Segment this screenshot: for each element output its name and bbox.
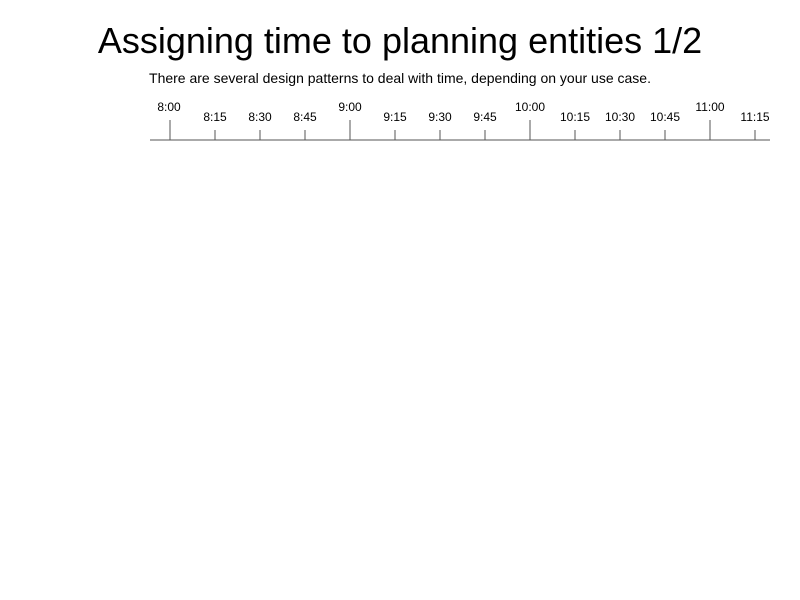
time-axis-tick-label: 8:15 (203, 110, 227, 124)
time-axis-tick-label: 10:30 (605, 110, 635, 124)
time-axis-ticks: 8:00 8:15 8:30 8:45 9:00 9:15 9:30 9:45 10:00 10:… (157, 100, 770, 140)
time-axis-tick-label: 10:15 (560, 110, 590, 124)
slide-subtitle: There are several design patterns to dea… (149, 70, 651, 86)
time-axis-tick-label: 8:30 (248, 110, 272, 124)
slide-title: Assigning time to planning entities 1/2 (97, 20, 703, 61)
time-axis-tick-label: 8:00 (157, 100, 181, 114)
time-axis-tick-label: 11:15 (740, 110, 769, 124)
time-axis-tick-label: 9:30 (428, 110, 452, 124)
time-axis-tick-label: 9:45 (473, 110, 497, 124)
time-axis-tick-label: 8:45 (293, 110, 317, 124)
time-axis-tick-label: 9:15 (383, 110, 407, 124)
time-axis-tick-label: 10:00 (515, 100, 545, 114)
time-axis-tick-label: 11:00 (695, 100, 724, 114)
time-axis-tick-label: 10:45 (650, 110, 680, 124)
time-axis-tick-label: 9:00 (338, 100, 362, 114)
